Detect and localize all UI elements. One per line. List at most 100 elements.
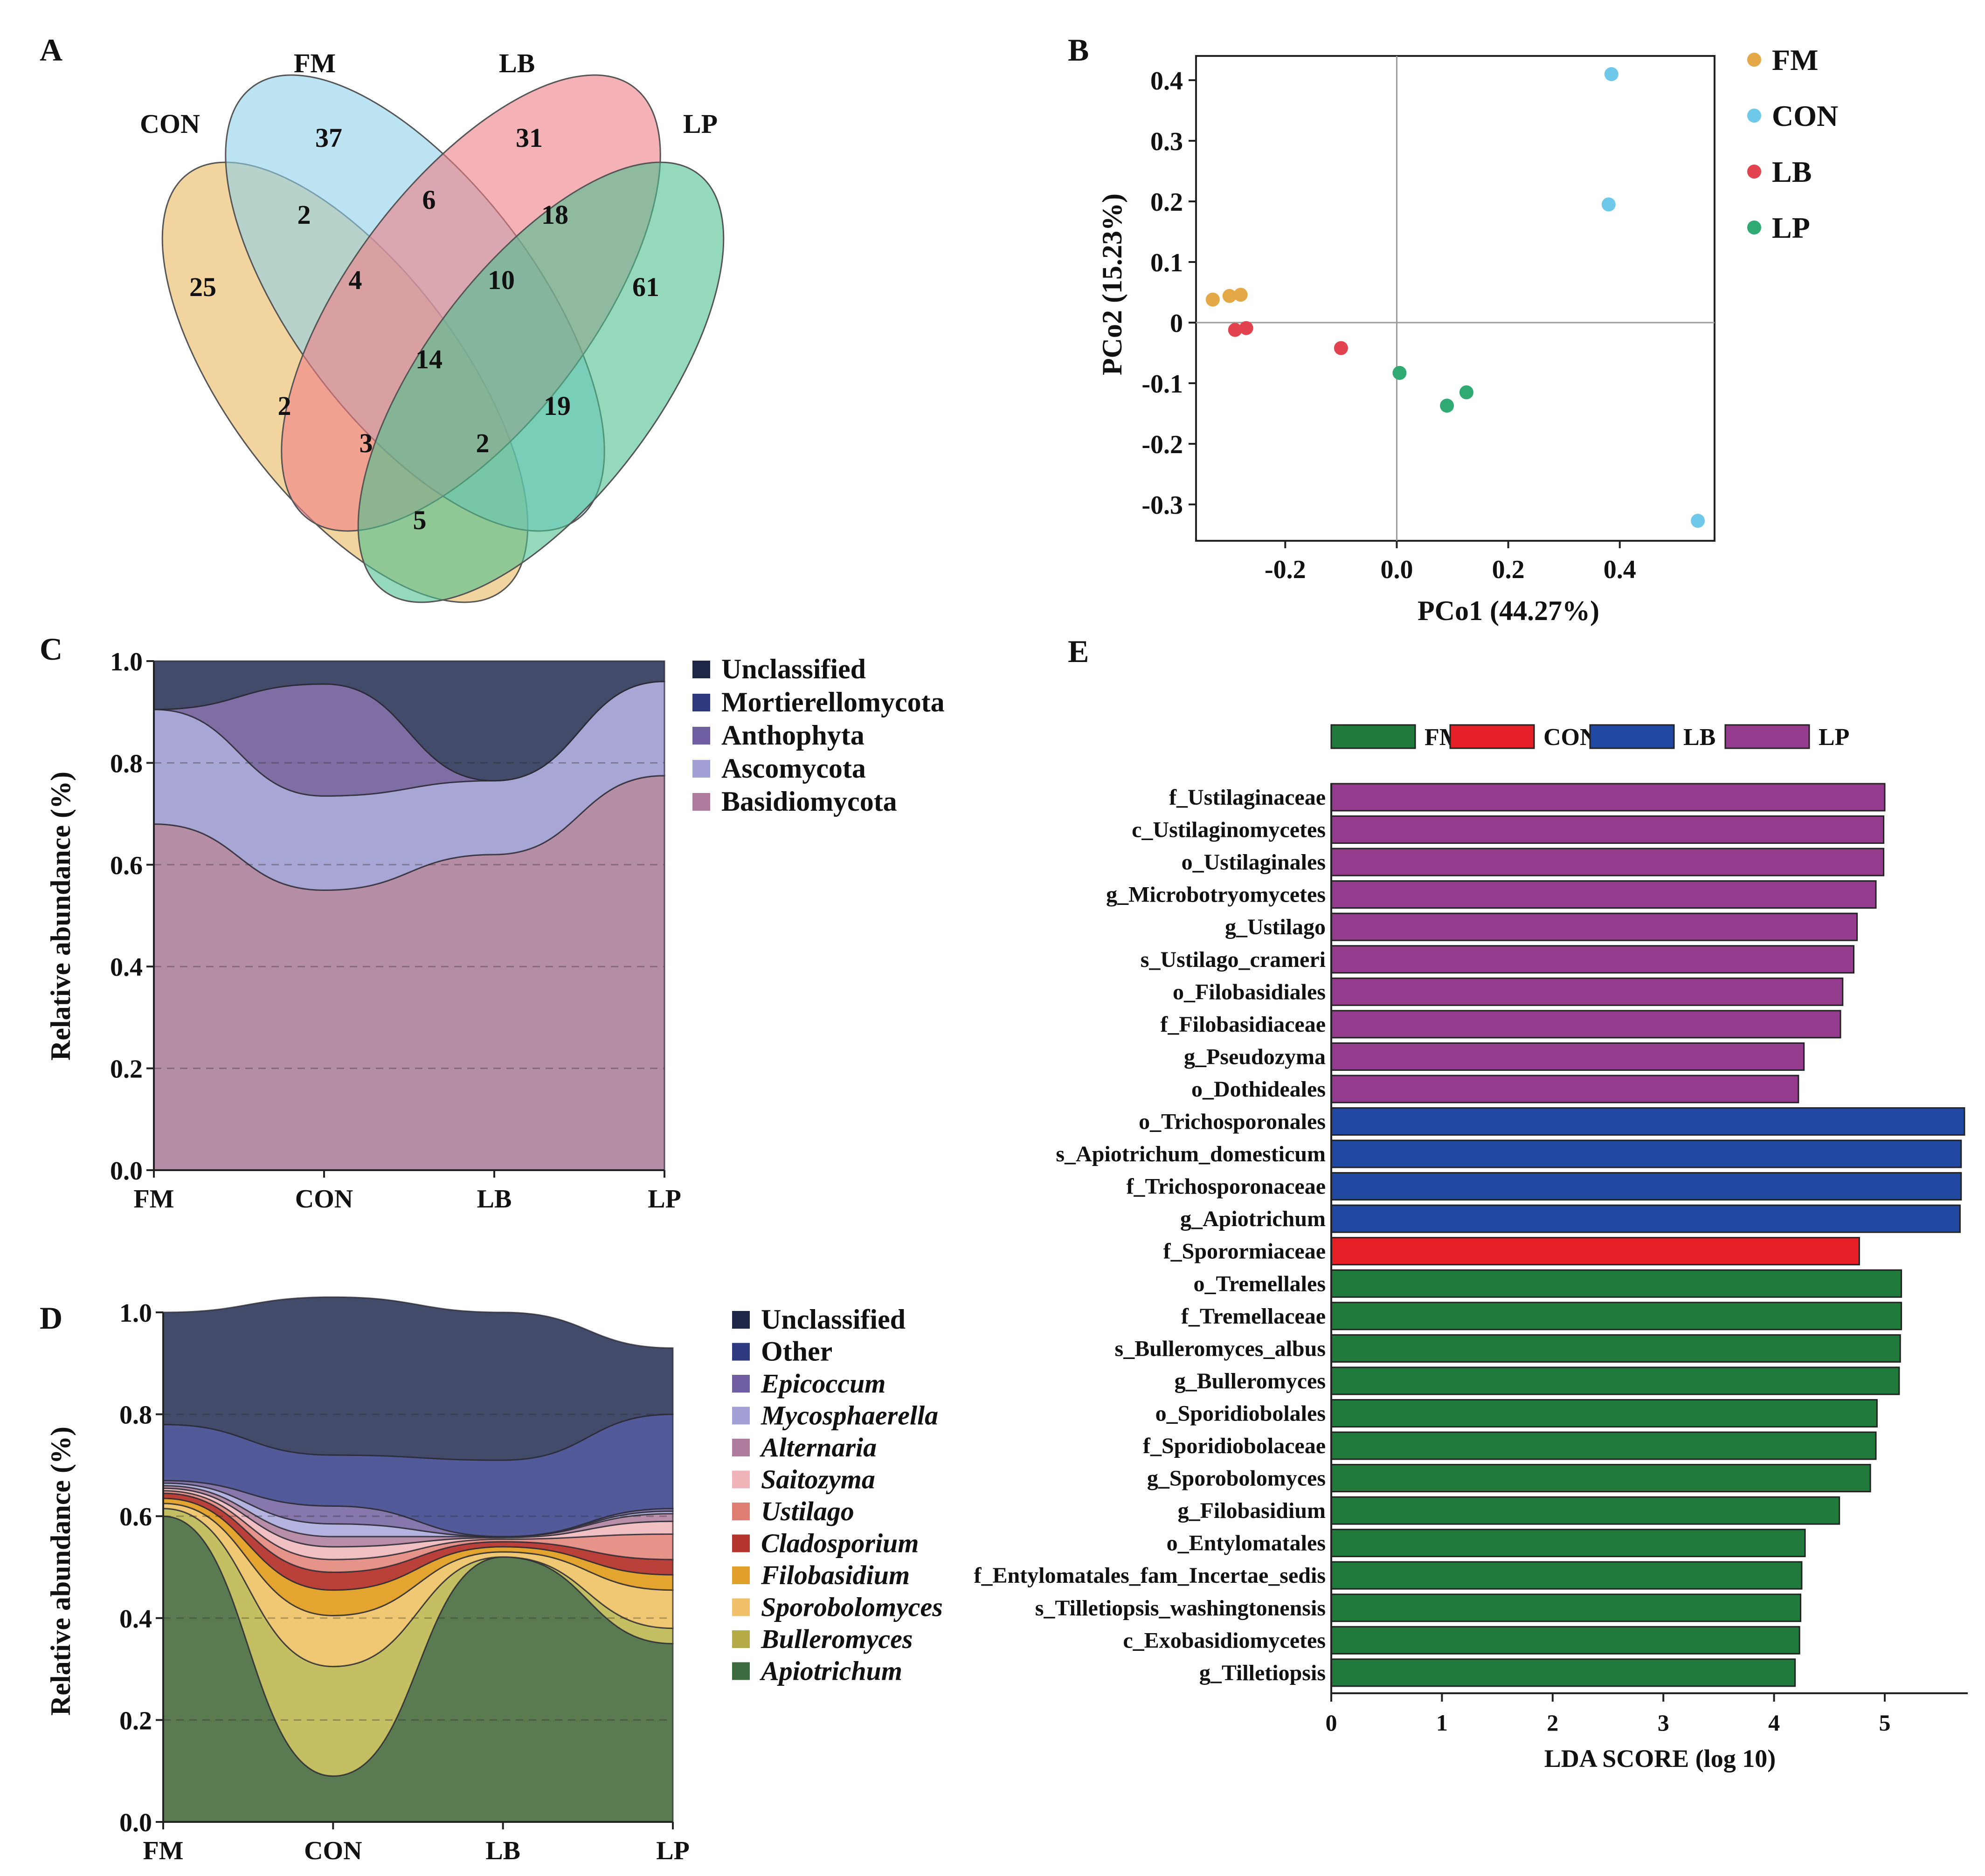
areaC-legend-label-unclassified: Unclassified: [721, 654, 866, 684]
lda-bar-c-ustilaginomycetes: [1330, 815, 1885, 844]
lda-bar-label: c_Exobasidiomycetes: [1123, 1628, 1326, 1653]
pcoa-point-lp: [1459, 385, 1473, 400]
lda-bar-label: g_Microbotryomycetes: [1106, 883, 1326, 907]
venn-count-con-lb: 2: [278, 391, 291, 421]
lda-bar-label: f_Entylomatales_fam_Incertae_sedis: [974, 1563, 1326, 1588]
lda-bar-label: g_Sporobolomyces: [1147, 1466, 1326, 1491]
lda-bar-label: o_Trichosporonales: [1139, 1110, 1326, 1134]
lda-legend-swatch-con: [1449, 724, 1535, 749]
pcoa-ytick-label: -0.3: [1141, 491, 1183, 520]
lda-bar-label: c_Ustilaginomycetes: [1132, 818, 1326, 842]
lda-bar-label: o_Filobasidiales: [1173, 979, 1326, 1004]
areaC-legend-label-ascomycota: Ascomycota: [721, 753, 866, 784]
lda-bar-o-ustilaginales: [1330, 848, 1885, 876]
panel-label-d: D: [40, 1300, 62, 1336]
areaD-legend-label-alternaria: Alternaria: [760, 1432, 877, 1462]
lda-bar-c-exobasidiomycetes: [1330, 1626, 1800, 1655]
lda-bar-label: s_Ustilago_crameri: [1141, 947, 1326, 972]
lda-bar-g-sporobolomyces: [1330, 1464, 1871, 1493]
lda-bar-label: f_Sporidiobolaceae: [1143, 1434, 1326, 1458]
areaC-legend-swatch-basidiomycota: [692, 793, 710, 811]
areaC-legend-label-anthophyta: Anthophyta: [721, 720, 865, 751]
areaD-legend-label-ustilago: Ustilago: [761, 1496, 854, 1526]
pcoa-xtick-label: 0.4: [1604, 555, 1636, 584]
lda-bar-g-pseudozyma: [1330, 1042, 1805, 1071]
pcoa-ytick-label: -0.2: [1141, 430, 1183, 459]
areaD-legend-swatch-sporobolomyces: [732, 1598, 750, 1616]
lda-legend-swatch-fm: [1330, 724, 1416, 749]
lda-xtick-label: 1: [1436, 1710, 1448, 1736]
panel-label-c: C: [40, 631, 62, 667]
lda-bar-label: o_Dothideales: [1191, 1077, 1326, 1102]
areaD-legend-swatch-saitozyma: [732, 1470, 750, 1489]
areaC-ytick-label: 0.8: [110, 749, 143, 778]
lda-bar-label: o_Entylomatales: [1167, 1531, 1326, 1556]
venn-count-fm-lb-lp: 10: [488, 265, 515, 295]
pcoa-point-con: [1601, 197, 1616, 212]
lda-xtick-label: 5: [1879, 1710, 1891, 1736]
areaC-xtick-label: CON: [295, 1185, 353, 1214]
areaD-legend-swatch-apiotrichum: [732, 1662, 750, 1680]
pcoa-xtick-label: -0.2: [1265, 555, 1306, 584]
venn-count-con-fm-lp: 2: [476, 428, 490, 458]
lda-legend-swatch-lp: [1724, 724, 1810, 749]
areaC-xtick-label: LB: [477, 1185, 512, 1214]
lda-legend-label-lb: LB: [1683, 724, 1715, 751]
venn-ellipse-lp: [357, 161, 725, 603]
venn-count-fm: 37: [315, 123, 342, 153]
venn-label-lb: LB: [499, 48, 535, 78]
areaD-legend-label-bulleromyces: Bulleromyces: [761, 1624, 913, 1654]
phylum-area-layers: [153, 660, 665, 1171]
phylum-area-ylabel: Relative abundance (%): [45, 772, 76, 1061]
areaD-xtick-label: FM: [143, 1836, 183, 1865]
areaD-legend-swatch-filobasidium: [732, 1566, 750, 1584]
areaC-legend-swatch-unclassified: [692, 661, 710, 678]
pcoa-point-lb: [1239, 321, 1253, 335]
areaC-legend-swatch-ascomycota: [692, 760, 710, 778]
lda-bar-s-ustilago-crameri: [1330, 945, 1855, 974]
areaD-legend-swatch-mycosphaerella: [732, 1407, 750, 1425]
pcoa-ytick-label: 0.1: [1150, 248, 1183, 277]
pcoa-legend-marker-con: [1747, 109, 1761, 123]
areaD-legend-swatch-bulleromyces: [732, 1630, 750, 1648]
pcoa-point-lp: [1392, 366, 1407, 380]
venn-diagram: CON FM LB LP 25 37 31 61 2 6 18 4 10 14 …: [140, 48, 725, 603]
lda-bar-g-apiotrichum: [1330, 1204, 1961, 1233]
pcoa-ylabel: PCo2 (15.23%): [1097, 193, 1127, 375]
lda-xtick-label: 0: [1326, 1710, 1337, 1736]
pcoa-legend-label-lb: LB: [1772, 155, 1812, 188]
areaC-legend-label-mortierellomycota: Mortierellomycota: [721, 687, 945, 717]
phylum-area-legend: UnclassifiedMortierellomycotaAnthophytaA…: [692, 654, 945, 817]
pcoa-point-lb: [1334, 341, 1348, 355]
lda-bar-label: o_Tremellales: [1194, 1271, 1326, 1296]
areaC-ytick-label: 0.6: [110, 851, 143, 880]
areaD-legend-label-unclassified: Unclassified: [761, 1304, 906, 1335]
pcoa-points: [1205, 67, 1705, 528]
lda-bar-f-entylomatales-fam-incertae-sedis: [1330, 1561, 1803, 1590]
areaC-ytick-label: 0.4: [110, 953, 143, 982]
pcoa-ytick-label: 0: [1170, 309, 1183, 338]
lda-bar-s-tilletiopsis-washingtonensis: [1330, 1593, 1802, 1622]
lda-legend: FM CON LB LP: [1330, 724, 1849, 751]
lda-xlabel: LDA SCORE (log 10): [1544, 1745, 1776, 1773]
genus-area-chart: 1.0 0.8 0.6 0.4 0.2 0.0FM CON LB LP Relative abu…: [45, 1296, 943, 1865]
pcoa-legend-marker-lb: [1747, 165, 1761, 179]
areaD-layer-unclassified: [162, 1296, 674, 1461]
pcoa-ytick-label: 0.3: [1150, 127, 1183, 156]
areaD-xtick-label: LP: [656, 1836, 690, 1865]
lda-bar-g-filobasidium: [1330, 1496, 1840, 1525]
lda-bar-o-dothideales: [1330, 1075, 1799, 1104]
lda-bar-s-bulleromyces-albus: [1330, 1334, 1901, 1363]
genus-area-layers: [162, 1296, 674, 1823]
pcoa-point-con: [1691, 514, 1705, 528]
venn-label-fm: FM: [294, 48, 336, 78]
pcoa-zero-lines: [1196, 56, 1715, 541]
pcoa-point-fm: [1233, 288, 1248, 302]
lda-bar-label: f_Filobasidiaceae: [1160, 1012, 1326, 1037]
phylum-area-axes: 1.0 0.8 0.6 0.4 0.2 0.0FM CON LB LP: [110, 648, 681, 1214]
lda-bar-label: f_Tremellaceae: [1181, 1304, 1326, 1329]
pcoa-legend-label-lp: LP: [1772, 211, 1810, 244]
lda-bar-g-ustilago: [1330, 912, 1858, 941]
areaC-legend-label-basidiomycota: Basidiomycota: [721, 786, 897, 817]
areaD-ytick-label: 0.6: [119, 1503, 152, 1531]
